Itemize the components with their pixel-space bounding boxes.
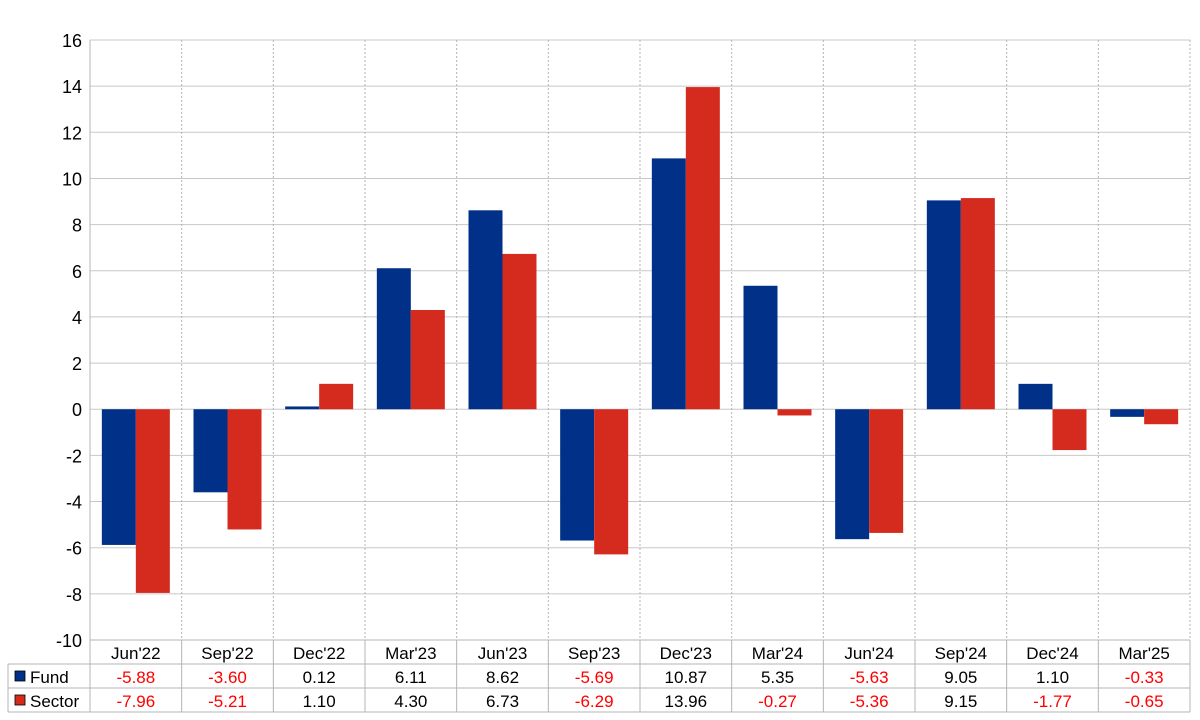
y-tick-label: -10 <box>56 631 82 651</box>
y-tick-label: 14 <box>62 77 82 97</box>
bar-fund-5 <box>560 409 595 541</box>
y-tick-label: 6 <box>72 262 82 282</box>
bar-fund-11 <box>1110 409 1145 417</box>
legend-swatch-fund <box>14 670 26 682</box>
data-label-fund: -5.88 <box>116 668 155 687</box>
y-tick-label: -2 <box>66 446 82 466</box>
bar-sector-11 <box>1144 409 1179 425</box>
data-label-sector: -0.27 <box>758 692 797 711</box>
x-tick-label: Sep'22 <box>201 644 253 663</box>
y-tick-label: 4 <box>72 308 82 328</box>
data-label-fund: -3.60 <box>208 668 247 687</box>
data-label-sector: 13.96 <box>665 692 708 711</box>
bar-fund-6 <box>651 158 686 410</box>
y-tick-label: 16 <box>62 31 82 51</box>
x-tick-label: Sep'23 <box>568 644 620 663</box>
bar-fund-1 <box>193 409 228 493</box>
data-label-fund: 8.62 <box>486 668 519 687</box>
bar-fund-8 <box>835 409 870 540</box>
data-label-fund: 9.05 <box>944 668 977 687</box>
bar-sector-10 <box>1052 409 1087 451</box>
data-label-sector: -0.65 <box>1125 692 1164 711</box>
data-label-sector: 4.30 <box>394 692 427 711</box>
bar-sector-3 <box>410 310 445 410</box>
bar-sector-1 <box>227 409 262 530</box>
legend-label-fund: Fund <box>30 668 69 687</box>
data-label-sector: 1.10 <box>303 692 336 711</box>
bar-fund-0 <box>101 409 136 545</box>
x-tick-label: Jun'23 <box>478 644 528 663</box>
y-tick-label: -8 <box>66 585 82 605</box>
data-label-sector: -5.36 <box>850 692 889 711</box>
x-tick-label: Jun'24 <box>844 644 894 663</box>
bars <box>101 87 1179 593</box>
data-label-fund: -5.63 <box>850 668 889 687</box>
x-tick-label: Jun'22 <box>111 644 161 663</box>
data-label-fund: 5.35 <box>761 668 794 687</box>
y-tick-label: -6 <box>66 539 82 559</box>
data-label-fund: -5.69 <box>575 668 614 687</box>
bar-fund-3 <box>376 268 411 410</box>
bar-fund-4 <box>468 210 503 410</box>
x-tick-label: Dec'23 <box>660 644 712 663</box>
bar-sector-8 <box>869 409 904 533</box>
bar-sector-0 <box>135 409 170 593</box>
x-tick-label: Sep'24 <box>935 644 987 663</box>
data-table: Jun'22 Sep'22 Dec'22 Mar'23 Jun'23 Sep'23 Dec'… <box>7 639 1191 713</box>
data-label-sector: 9.15 <box>944 692 977 711</box>
x-tick-label: Mar'25 <box>1118 644 1169 663</box>
legend-label-sector: Sector <box>30 692 79 711</box>
bar-fund-2 <box>285 406 320 410</box>
y-tick-label: 8 <box>72 216 82 236</box>
bar-sector-7 <box>777 409 812 416</box>
bar-fund-7 <box>743 285 778 410</box>
data-label-fund: 0.12 <box>303 668 336 687</box>
bar-sector-5 <box>594 409 629 555</box>
data-label-sector: -5.21 <box>208 692 247 711</box>
y-tick-label: -4 <box>66 493 82 513</box>
data-label-sector: -1.77 <box>1033 692 1072 711</box>
grid-lines <box>89 39 1191 641</box>
bar-fund-9 <box>926 200 961 410</box>
bar-sector-9 <box>960 198 995 410</box>
y-tick-label: 2 <box>72 354 82 374</box>
y-tick-label: 0 <box>72 400 82 420</box>
data-label-fund: -0.33 <box>1125 668 1164 687</box>
y-tick-label: 12 <box>62 123 82 143</box>
data-label-fund: 10.87 <box>665 668 708 687</box>
bar-sector-4 <box>502 253 537 410</box>
data-label-sector: -6.29 <box>575 692 614 711</box>
bar-sector-2 <box>319 383 354 410</box>
bar-fund-10 <box>1018 383 1053 410</box>
data-label-fund: 6.11 <box>395 668 427 687</box>
data-label-sector: 6.73 <box>486 692 519 711</box>
bar-sector-6 <box>685 87 720 410</box>
x-tick-label: Dec'24 <box>1026 644 1078 663</box>
data-label-fund: 1.10 <box>1036 668 1069 687</box>
legend-swatch-sector <box>14 694 26 706</box>
x-tick-label: Mar'23 <box>385 644 436 663</box>
y-tick-label: 10 <box>62 169 82 189</box>
y-axis: -10 -8 -6 -4 -2 0 2 4 6 8 10 12 14 16 <box>56 31 82 651</box>
x-tick-label: Mar'24 <box>752 644 803 663</box>
x-tick-label: Dec'22 <box>293 644 345 663</box>
data-label-sector: -7.96 <box>116 692 155 711</box>
